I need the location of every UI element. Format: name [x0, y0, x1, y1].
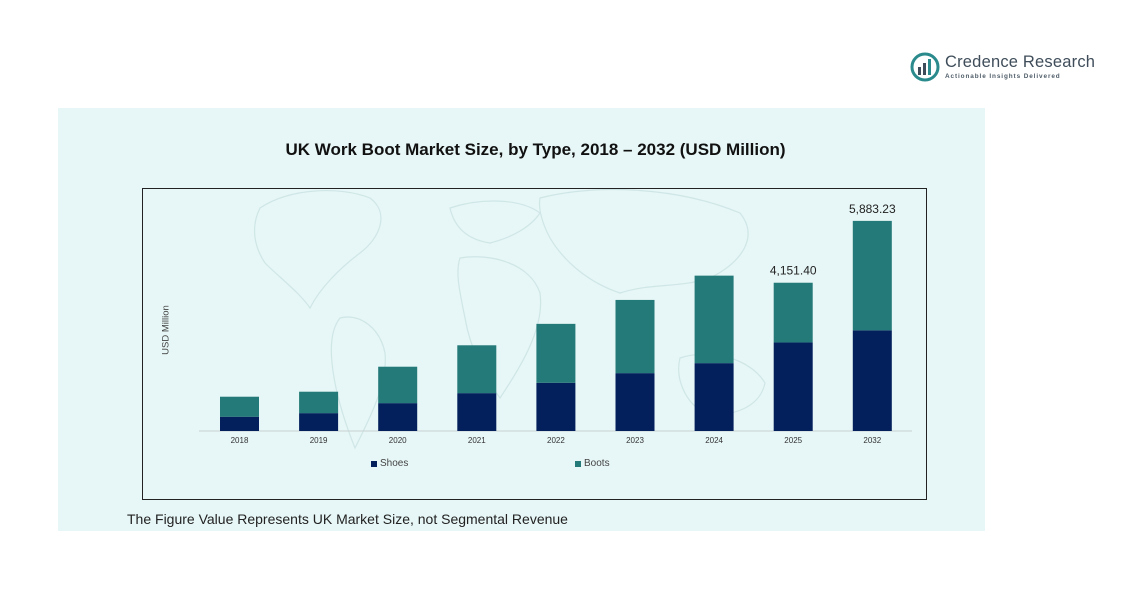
bar-shoes-2025 — [773, 342, 813, 431]
bar-shoes-2032 — [852, 330, 892, 431]
x-tick-label-2025: 2025 — [784, 436, 802, 445]
plot-area — [142, 188, 927, 500]
x-tick-label-2032: 2032 — [863, 436, 881, 445]
legend-label-boots: Boots — [584, 458, 610, 469]
bar-boots-2032 — [852, 220, 892, 331]
bar-shoes-2020 — [378, 403, 418, 431]
x-tick-label-2020: 2020 — [389, 436, 407, 445]
x-tick-label-2021: 2021 — [468, 436, 486, 445]
data-label-2032: 5,883.23 — [849, 202, 896, 216]
bar-shoes-2018 — [220, 416, 259, 431]
x-tick-label-2018: 2018 — [231, 436, 249, 445]
legend-swatch-boots — [575, 460, 581, 467]
x-tick-label-2024: 2024 — [705, 436, 723, 445]
bar-boots-2020 — [378, 366, 418, 404]
bar-boots-2018 — [220, 396, 259, 417]
bar-shoes-2021 — [457, 393, 497, 431]
bar-boots-2025 — [773, 282, 813, 343]
x-tick-label-2019: 2019 — [310, 436, 328, 445]
bar-shoes-2024 — [694, 363, 734, 431]
logo-tagline: Actionable Insights Delivered — [945, 73, 1061, 80]
chart-panel — [58, 108, 985, 531]
legend: Shoes Boots — [0, 458, 1142, 472]
bar-boots-2024 — [694, 275, 734, 364]
legend-item-shoes: Shoes — [371, 458, 408, 469]
bar-boots-2023 — [615, 299, 655, 374]
logo-name: Credence Research — [945, 53, 1096, 71]
bar-boots-2021 — [457, 345, 497, 394]
footnote: The Figure Value Represents UK Market Si… — [127, 511, 568, 527]
logo-chart-icon — [910, 52, 940, 82]
x-tick-label-2022: 2022 — [547, 436, 565, 445]
bar-boots-2019 — [299, 391, 339, 414]
bar-boots-2022 — [536, 323, 576, 383]
legend-swatch-shoes — [371, 460, 377, 467]
bar-shoes-2023 — [615, 373, 655, 431]
legend-label-shoes: Shoes — [380, 458, 409, 469]
bar-shoes-2019 — [299, 413, 339, 431]
chart-title: UK Work Boot Market Size, by Type, 2018 … — [285, 140, 786, 159]
data-label-2025: 4,151.40 — [770, 264, 817, 278]
x-tick-label-2023: 2023 — [626, 436, 644, 445]
bar-shoes-2022 — [536, 382, 576, 431]
legend-item-boots: Boots — [575, 458, 610, 469]
